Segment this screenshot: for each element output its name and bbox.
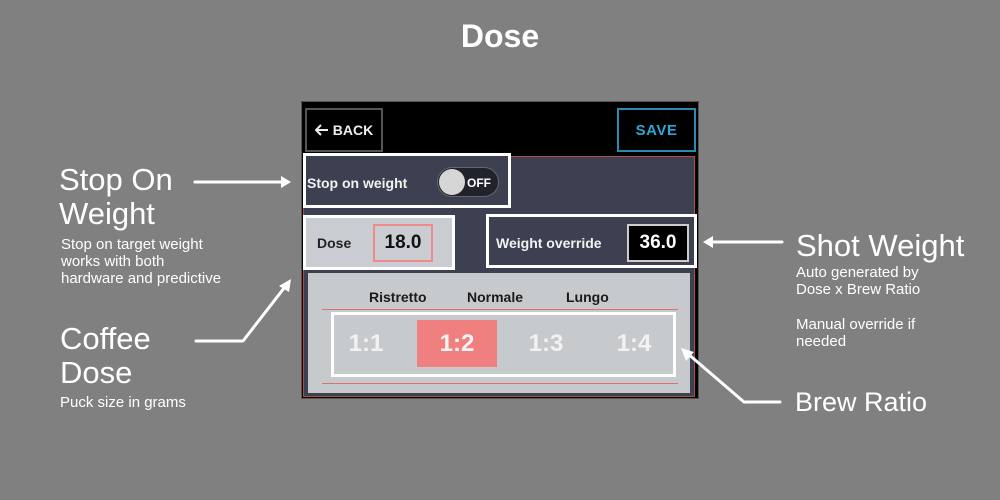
annotation-desc-shot-weight-2: Manual override if needed bbox=[796, 316, 916, 350]
weight-override-field[interactable]: 36.0 bbox=[627, 224, 689, 262]
ratio-button-1-2[interactable]: 1:2 bbox=[417, 320, 497, 367]
back-button[interactable]: BACK bbox=[305, 108, 383, 152]
divider bbox=[322, 383, 678, 384]
ratio-name-lungo: Lungo bbox=[566, 289, 609, 305]
arrowhead-brew-ratio bbox=[681, 348, 694, 361]
annotation-heading-stop-on-weight: Stop On Weight bbox=[59, 162, 173, 231]
arrowhead-coffee-dose bbox=[279, 279, 291, 292]
stop-on-weight-label: Stop on weight bbox=[307, 175, 408, 191]
dose-label: Dose bbox=[317, 235, 352, 251]
back-button-label: BACK bbox=[332, 122, 374, 138]
ratio-name-normale: Normale bbox=[467, 289, 524, 305]
ratio-name-ristretto: Ristretto bbox=[369, 289, 427, 305]
ratio-button-1-4[interactable]: 1:4 bbox=[616, 329, 652, 357]
weight-override-label: Weight override bbox=[496, 235, 602, 251]
toggle-knob bbox=[439, 169, 465, 195]
brew-ratio-highlight bbox=[331, 312, 676, 377]
arrow-coffee-dose bbox=[194, 281, 290, 343]
dose-field[interactable]: 18.0 bbox=[373, 224, 433, 262]
annotation-desc-shot-weight-1: Auto generated by Dose x Brew Ratio bbox=[796, 264, 921, 298]
arrowhead-shot-weight bbox=[703, 236, 713, 248]
arrow-left-icon bbox=[314, 124, 328, 136]
annotation-heading-brew-ratio: Brew Ratio bbox=[795, 387, 928, 417]
annotation-desc-coffee-dose: Puck size in grams bbox=[60, 394, 186, 411]
page-title: Dose bbox=[460, 18, 540, 54]
annotation-desc-stop-on-weight: Stop on target weight works with both ha… bbox=[61, 236, 222, 287]
annotation-heading-shot-weight: Shot Weight bbox=[796, 228, 965, 263]
divider bbox=[322, 309, 678, 310]
toggle-state-label: OFF bbox=[467, 176, 491, 190]
arrowhead-stop-on-weight bbox=[281, 176, 291, 188]
annotation-heading-coffee-dose: Coffee Dose bbox=[60, 321, 151, 390]
arrow-brew-ratio bbox=[685, 351, 782, 404]
ratio-button-1-1[interactable]: 1:1 bbox=[348, 329, 384, 357]
ratio-button-1-3[interactable]: 1:3 bbox=[528, 329, 564, 357]
save-button[interactable]: SAVE bbox=[617, 108, 696, 152]
